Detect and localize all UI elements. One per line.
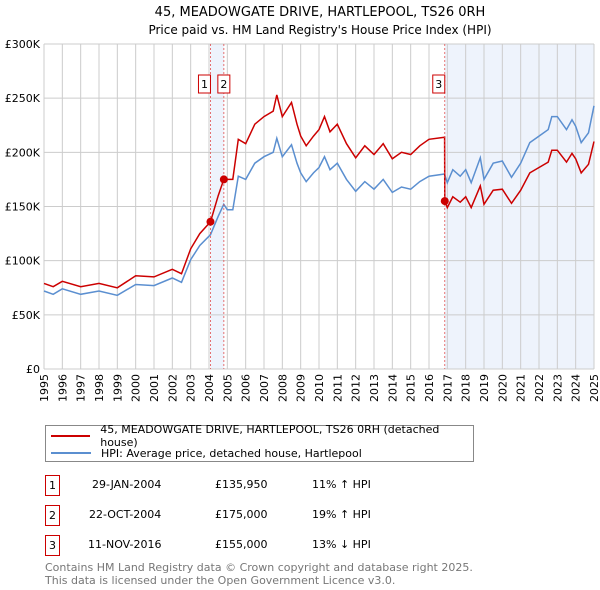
x-tick-label: 2024 <box>570 374 583 402</box>
x-tick-label: 2020 <box>496 374 509 402</box>
sale-price: £135,950 <box>215 478 268 491</box>
legend-label: 45, MEADOWGATE DRIVE, HARTLEPOOL, TS26 0… <box>100 423 440 449</box>
sale-number: 3 <box>45 535 60 556</box>
legend-label: HPI: Average price, detached house, Hart… <box>101 446 362 460</box>
x-tick-label: 2000 <box>130 374 143 402</box>
x-tick-label: 2005 <box>221 374 234 402</box>
sale-point <box>206 217 215 226</box>
sale-date: 29-JAN-2004 <box>92 478 162 491</box>
legend-item-hpi: HPI: Average price, detached house, Hart… <box>51 445 362 461</box>
x-tick-label: 2019 <box>478 374 491 402</box>
x-tick-label: 2008 <box>276 374 289 402</box>
x-tick-label: 2003 <box>185 374 198 402</box>
series-line <box>43 94 595 289</box>
sale-hpi: 19% ↑ HPI <box>312 508 371 521</box>
sale-label-box <box>432 74 446 94</box>
sale-date: 22-OCT-2004 <box>89 508 162 521</box>
y-tick-label: £50K <box>12 309 41 322</box>
sale-hpi: 11% ↑ HPI <box>312 478 371 491</box>
x-tick-label: 1997 <box>75 374 88 402</box>
x-tick-label: 2011 <box>331 374 344 402</box>
x-tick-label: 2010 <box>313 374 326 402</box>
y-tick-label: £100K <box>5 255 41 268</box>
price-chart: 45, MEADOWGATE DRIVE, HARTLEPOOL, TS26 0… <box>5 5 600 402</box>
x-tick-label: 1998 <box>93 374 106 402</box>
x-tick-label: 2014 <box>386 374 399 402</box>
x-tick-label: 1999 <box>111 374 124 402</box>
chart-subtitle: Price paid vs. HM Land Registry's House … <box>148 23 491 37</box>
x-tick-label: 2021 <box>515 374 528 402</box>
x-tick-label: 2017 <box>441 374 454 402</box>
sale-price: £175,000 <box>215 508 268 521</box>
sale-date: 11-NOV-2016 <box>88 538 162 551</box>
sale-label-box <box>197 74 211 94</box>
sale-label-box <box>217 74 231 94</box>
series-line <box>43 105 595 297</box>
sale-point <box>219 175 228 184</box>
legend-swatch-blue <box>51 452 91 454</box>
sale-label: 3 <box>435 78 442 91</box>
x-tick-label: 2001 <box>148 374 161 402</box>
sale-hpi: 13% ↓ HPI <box>312 538 371 551</box>
y-tick-label: £250K <box>5 92 41 105</box>
sale-row: 2 22-OCT-2004 £175,000 19% ↑ HPI <box>45 505 465 526</box>
legend-swatch-red <box>51 435 91 437</box>
x-tick-label: 2006 <box>240 374 253 402</box>
sale-price: £155,000 <box>215 538 268 551</box>
y-tick-label: £300K <box>5 38 41 51</box>
x-tick-label: 2007 <box>258 374 271 402</box>
x-tick-label: 2012 <box>350 374 363 402</box>
x-tick-label: 1995 <box>38 374 51 402</box>
y-tick-label: £0 <box>26 363 40 376</box>
x-tick-label: 2022 <box>533 374 546 402</box>
footer-line-1: Contains HM Land Registry data © Crown c… <box>45 561 473 574</box>
legend-item-property: 45, MEADOWGATE DRIVE, HARTLEPOOL, TS26 0… <box>51 423 473 449</box>
sale-number: 2 <box>45 505 60 526</box>
x-tick-label: 2009 <box>295 374 308 402</box>
x-tick-label: 2023 <box>551 374 564 402</box>
x-tick-label: 2015 <box>405 374 418 402</box>
sale-label: 2 <box>220 78 227 91</box>
legend: 45, MEADOWGATE DRIVE, HARTLEPOOL, TS26 0… <box>45 423 474 462</box>
sale-row: 1 29-JAN-2004 £135,950 11% ↑ HPI <box>45 475 465 496</box>
x-tick-label: 2013 <box>368 374 381 402</box>
x-tick-label: 2004 <box>203 374 216 402</box>
chart-title: 45, MEADOWGATE DRIVE, HARTLEPOOL, TS26 0… <box>155 5 486 20</box>
footer: Contains HM Land Registry data © Crown c… <box>45 561 473 587</box>
y-tick-label: £150K <box>5 201 41 214</box>
x-tick-label: 2018 <box>460 374 473 402</box>
sale-number: 1 <box>45 475 60 496</box>
sale-point <box>440 197 449 206</box>
x-tick-label: 2025 <box>588 374 600 402</box>
sale-row: 3 11-NOV-2016 £155,000 13% ↓ HPI <box>45 535 465 556</box>
footer-line-2: This data is licensed under the Open Gov… <box>45 574 396 587</box>
x-tick-label: 2002 <box>166 374 179 402</box>
sale-label: 1 <box>201 78 208 91</box>
x-tick-label: 2016 <box>423 374 436 402</box>
x-tick-label: 1996 <box>56 374 69 402</box>
y-tick-label: £200K <box>5 146 41 159</box>
